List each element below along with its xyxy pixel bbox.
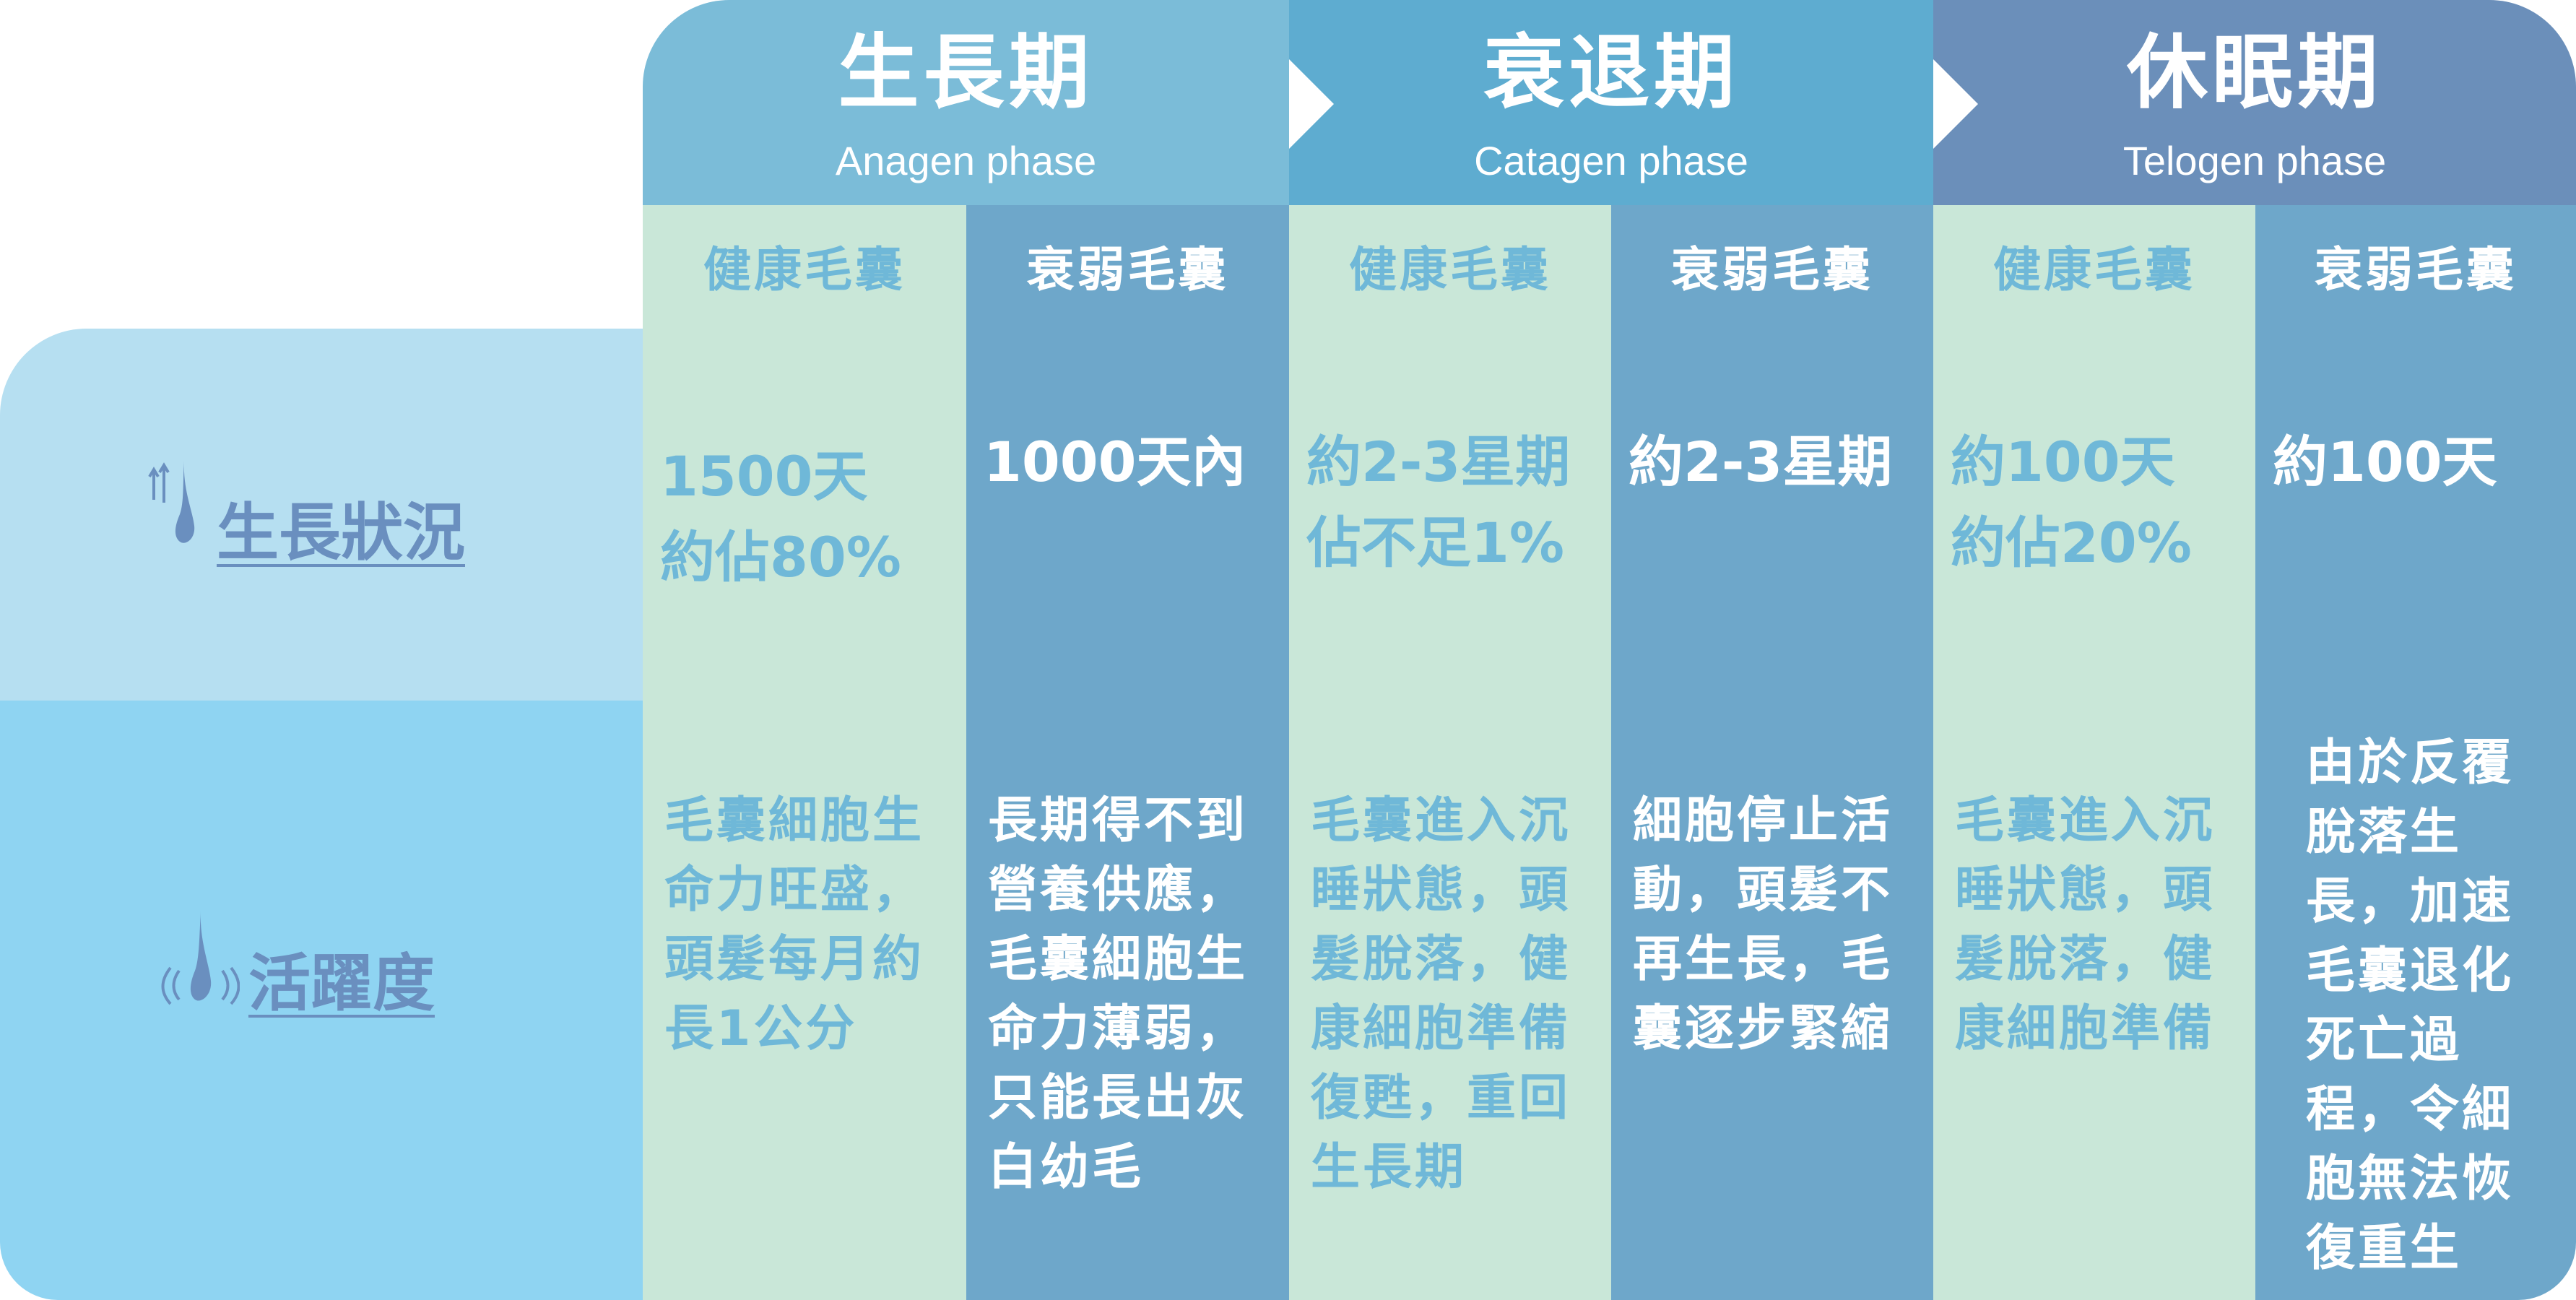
- anagen-healthy-follicle-column: 健康毛囊 1500天 約佔80% 毛囊細胞生 命力旺盛， 頭髮每月約 長1公分: [643, 205, 966, 1300]
- activity-cell: 細胞停止活 動，頭髮不 再生長，毛 囊逐步緊縮: [1633, 792, 1894, 1057]
- phase-title-zh: 衰退期: [1483, 26, 1739, 120]
- column-header: 衰弱毛囊: [1671, 242, 1873, 298]
- phase-header-catagen: 衰退期 Catagen phase: [1289, 0, 1933, 205]
- phase-title-en: Catagen phase: [1474, 138, 1748, 183]
- catagen-healthy-follicle-column: 健康毛囊 約2-3星期 佔不足1% 毛囊進入沉 睡狀態，頭 髮脫落，健 康細胞準…: [1289, 205, 1611, 1300]
- catagen-weak-follicle-column: 衰弱毛囊 約2-3星期 細胞停止活 動，頭髮不 再生長，毛 囊逐步緊縮: [1611, 205, 1933, 1300]
- telogen-healthy-follicle-column: 健康毛囊 約100天 約佔20% 毛囊進入沉 睡狀態，頭 髮脫落，健 康細胞準備: [1933, 205, 2255, 1300]
- phase-arrow-icon: [1933, 59, 1978, 149]
- phase-title-zh: 休眠期: [2127, 26, 2382, 120]
- activity-cell: 長期得不到 營養供應， 毛囊細胞生 命力薄弱， 只能長出灰 白幼毛: [988, 792, 1249, 1196]
- growth-status-cell: 約100天: [2273, 430, 2497, 494]
- phase-header-anagen: 生長期 Anagen phase: [643, 0, 1289, 205]
- hair-growth-icon: [148, 461, 195, 543]
- phase-arrow-icon: [1289, 59, 1334, 149]
- column-header: 健康毛囊: [1993, 242, 2195, 298]
- activity-row-label: 活躍度: [248, 948, 435, 1020]
- telogen-weak-follicle-column: 衰弱毛囊 約100天 由於反覆 脫落生 長，加速 毛囊退化 死亡過 程，令細 胞…: [2255, 205, 2576, 1300]
- phase-title-en: Anagen phase: [835, 138, 1097, 183]
- phase-title-zh: 生長期: [838, 26, 1094, 120]
- growth-status-cell: 1000天內: [984, 430, 1246, 494]
- activity-cell: 毛囊進入沉 睡狀態，頭 髮脫落，健 康細胞準備 復甦，重回 生長期: [1311, 792, 1571, 1196]
- column-header: 健康毛囊: [703, 242, 906, 298]
- activity-row-label-panel: [0, 701, 644, 1300]
- growth-status-cell: 約2-3星期 佔不足1%: [1306, 430, 1571, 575]
- growth-status-cell: 約100天 約佔20%: [1951, 430, 2192, 575]
- column-header: 健康毛囊: [1349, 242, 1551, 298]
- anagen-weak-follicle-column: 衰弱毛囊 1000天內 長期得不到 營養供應， 毛囊細胞生 命力薄弱， 只能長出…: [966, 205, 1289, 1300]
- phase-header-telogen: 休眠期 Telogen phase: [1933, 0, 2576, 205]
- activity-cell: 毛囊進入沉 睡狀態，頭 髮脫落，健 康細胞準備: [1955, 792, 2216, 1057]
- growth-row-label-panel: [0, 329, 644, 701]
- growth-status-cell: 約2-3星期: [1629, 430, 1893, 494]
- activity-cell: 由於反覆 脫落生 長，加速 毛囊退化 死亡過 程，令細 胞無法恢 復重生: [2306, 734, 2515, 1277]
- hair-vibration-icon: [161, 911, 240, 1005]
- column-header: 衰弱毛囊: [1026, 242, 1229, 298]
- phase-title-en: Telogen phase: [2122, 138, 2387, 183]
- column-header: 衰弱毛囊: [2315, 242, 2517, 298]
- activity-cell: 毛囊細胞生 命力旺盛， 頭髮每月約 長1公分: [664, 792, 925, 1057]
- growth-row-label: 生長狀況: [217, 497, 465, 569]
- growth-status-cell: 1500天 約佔80%: [660, 444, 901, 589]
